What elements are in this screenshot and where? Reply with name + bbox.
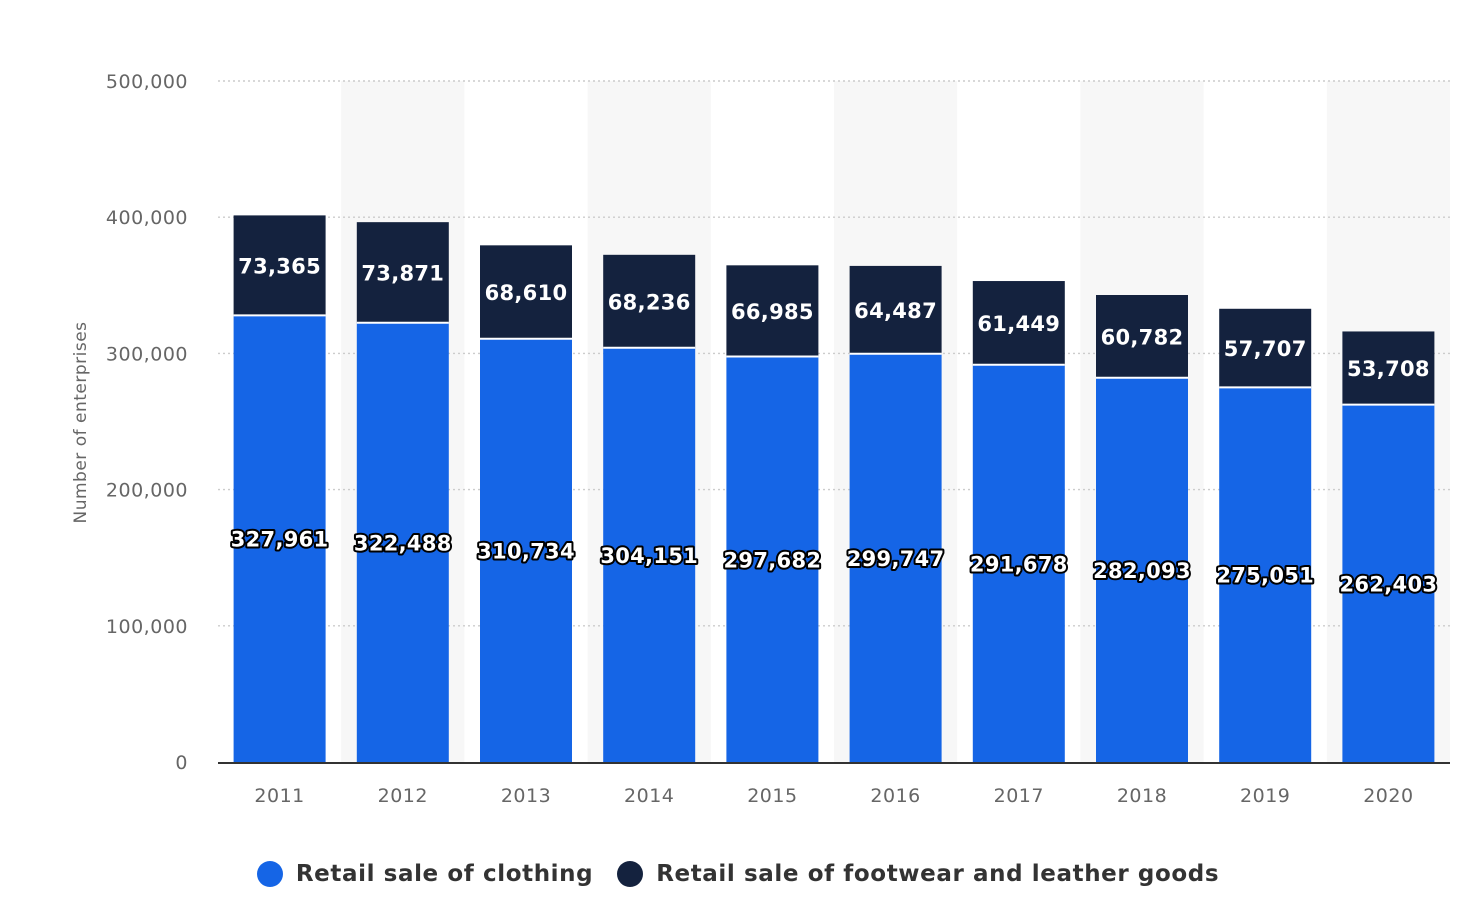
bar-footwear-2014[interactable] <box>603 254 696 348</box>
bar-footwear-2012[interactable] <box>356 222 449 323</box>
legend: Retail sale of clothing Retail sale of f… <box>0 852 1476 896</box>
data-label-clothing-2013: 310,734 <box>477 539 575 563</box>
data-label-clothing-2012: 322,488 <box>354 531 452 555</box>
bar-clothing-2013[interactable] <box>480 338 572 762</box>
data-label-clothing-2017: 291,678 <box>970 552 1068 576</box>
bar-clothing-2017[interactable] <box>972 364 1065 762</box>
data-label-footwear-2014: 68,236 <box>608 290 691 314</box>
bar-clothing-2014[interactable] <box>603 347 696 762</box>
bars <box>233 215 1435 762</box>
x-tick-label-2013: 2013 <box>501 785 551 807</box>
legend-item-clothing[interactable]: Retail sale of clothing <box>256 861 594 887</box>
data-label-footwear-2017: 61,449 <box>977 312 1060 336</box>
data-labels: 327,961 73,365 322,488 73,871 310,734 68,610 3… <box>229 254 1439 598</box>
stacked-bar-chart: 0 100,000 200,000 300,000 400,000 500,000 Num… <box>71 71 1450 807</box>
y-tick-label: 200,000 <box>106 480 188 502</box>
x-tick-label-2015: 2015 <box>747 785 797 807</box>
data-label-clothing-2019: 275,051 <box>1216 564 1314 588</box>
y-tick-label: 500,000 <box>106 71 188 93</box>
y-axis-tick-labels: 0 100,000 200,000 300,000 400,000 500,000 <box>106 71 188 774</box>
data-label-footwear-2020: 53,708 <box>1347 357 1430 381</box>
bar-footwear-2016[interactable] <box>849 265 942 354</box>
x-tick-label-2017: 2017 <box>994 785 1044 807</box>
legend-marker-clothing <box>256 861 283 887</box>
bar-footwear-2019[interactable] <box>1219 308 1312 388</box>
data-label-footwear-2011: 73,365 <box>238 254 321 278</box>
data-label-clothing-2016: 299,747 <box>847 547 945 571</box>
bar-clothing-2019[interactable] <box>1219 387 1312 762</box>
legend-item-footwear[interactable]: Retail sale of footwear and leather good… <box>617 861 1219 887</box>
x-tick-label-2020: 2020 <box>1363 785 1413 807</box>
x-tick-label-2012: 2012 <box>378 785 428 807</box>
x-tick-label-2014: 2014 <box>624 785 674 807</box>
x-axis-tick-labels: 2011 2012 2013 2014 2015 2016 2017 2018 2019 2020 <box>254 785 1413 807</box>
x-tick-label-2018: 2018 <box>1117 785 1167 807</box>
data-label-clothing-2018: 282,093 <box>1093 559 1191 583</box>
data-label-clothing-2011: 327,961 <box>231 528 329 552</box>
x-tick-label-2011: 2011 <box>254 785 304 807</box>
bar-clothing-2016[interactable] <box>849 353 942 762</box>
data-label-clothing-2014: 304,151 <box>600 544 698 568</box>
legend-marker-footwear <box>617 861 644 887</box>
bar-footwear-2017[interactable] <box>972 281 1065 365</box>
bar-footwear-2013[interactable] <box>480 245 572 339</box>
bar-footwear-2020[interactable] <box>1342 331 1435 405</box>
data-label-footwear-2018: 60,782 <box>1101 325 1184 349</box>
data-label-footwear-2016: 64,487 <box>854 299 937 323</box>
bar-clothing-2015[interactable] <box>726 356 819 762</box>
legend-label-clothing: Retail sale of clothing <box>295 861 594 887</box>
data-label-footwear-2015: 66,985 <box>731 300 814 324</box>
bar-footwear-2015[interactable] <box>726 265 819 357</box>
legend-label-footwear: Retail sale of footwear and leather good… <box>656 861 1220 887</box>
data-label-footwear-2012: 73,871 <box>361 261 444 285</box>
bar-clothing-2020[interactable] <box>1342 404 1435 762</box>
y-tick-label: 400,000 <box>106 207 188 229</box>
y-tick-label: 300,000 <box>106 343 188 365</box>
y-tick-label: 100,000 <box>106 616 188 638</box>
bar-clothing-2012[interactable] <box>356 322 449 762</box>
x-tick-label-2019: 2019 <box>1240 785 1290 807</box>
bar-footwear-2018[interactable] <box>1096 295 1188 378</box>
y-tick-label: 0 <box>175 752 188 774</box>
bar-clothing-2011[interactable] <box>233 315 326 762</box>
data-label-footwear-2013: 68,610 <box>485 281 568 305</box>
y-axis-title: Number of enterprises <box>71 321 91 523</box>
x-tick-label-2016: 2016 <box>870 785 920 807</box>
data-label-clothing-2015: 297,682 <box>724 548 822 572</box>
bar-footwear-2011[interactable] <box>233 215 326 316</box>
data-label-clothing-2020: 262,403 <box>1340 572 1438 596</box>
bar-clothing-2018[interactable] <box>1096 377 1188 762</box>
data-label-footwear-2019: 57,707 <box>1224 337 1307 361</box>
